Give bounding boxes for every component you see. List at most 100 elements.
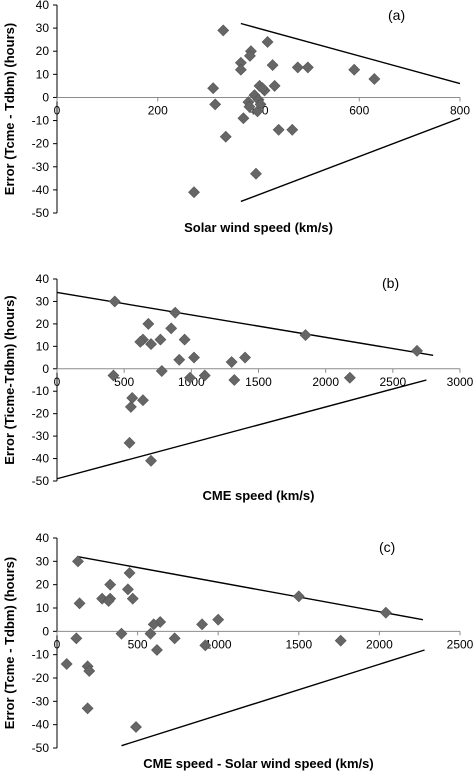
data-point [73, 597, 86, 610]
y-tick-label: 0 [42, 362, 49, 376]
data-point [286, 123, 299, 136]
data-point [151, 644, 163, 656]
data-point [169, 306, 182, 319]
data-point [188, 186, 200, 199]
data-point [70, 632, 83, 645]
x-tick-label: 1000 [205, 637, 232, 651]
y-tick-label: 10 [36, 339, 50, 353]
data-point [244, 49, 256, 62]
chart-panel-b: 403020100-10-20-30-40-500500100015002000… [0, 258, 474, 516]
chart-panel-c: 40 30 20 10 0 -10 -20 -30 -40 -50 0 500 1000 1500 2000… [0, 516, 474, 772]
y-tick-label: -50 [32, 474, 50, 488]
y-tick-label: -40 [32, 452, 50, 466]
data-point [212, 613, 225, 626]
x-tick-label: 2000 [366, 637, 393, 651]
data-point [256, 82, 269, 95]
data-point [228, 374, 241, 386]
data-point [291, 61, 304, 74]
y-tick-label: -10 [32, 384, 50, 398]
y-tick-label: -40 [32, 183, 50, 197]
data-point [122, 583, 134, 596]
y-tick-label: 30 [36, 294, 50, 308]
data-point [299, 329, 312, 342]
data-point [209, 98, 222, 111]
y-tick-label: 40 [36, 0, 50, 12]
data-point [155, 365, 168, 377]
data-point [108, 295, 121, 308]
data-point [217, 24, 230, 37]
data-point [145, 338, 157, 351]
x-tick-label: 2500 [447, 637, 474, 651]
data-point [272, 123, 285, 136]
x-tick-label: 200 [148, 103, 168, 117]
y-axis-title: Error (Tcme - Tdbm) (hours) [2, 557, 17, 729]
y-tick-label: -20 [32, 407, 50, 421]
trend-line-lower [240, 117, 461, 203]
data-point [107, 369, 120, 382]
data-point [104, 578, 117, 591]
data-point [130, 721, 142, 733]
y-tick-label: 20 [36, 578, 50, 592]
data-point [234, 63, 247, 76]
data-point [124, 401, 137, 413]
data-point [147, 618, 160, 631]
data-point [268, 79, 281, 92]
data-point [126, 592, 139, 605]
y-tick-label: -50 [32, 206, 50, 220]
data-point [334, 634, 347, 647]
trend-line-lower [56, 379, 427, 480]
data-point [343, 371, 356, 384]
y-tick-label: -30 [32, 160, 50, 174]
data-point [239, 351, 251, 364]
x-tick-label: 0 [54, 637, 61, 651]
data-point [219, 130, 232, 143]
data-point [368, 73, 381, 85]
x-axis-title: CME speed - Solar wind speed (km/s) [143, 756, 373, 771]
scatter-chart-b: 403020100-10-20-30-40-500500100015002000… [2, 272, 474, 503]
trend-line-lower [121, 649, 425, 747]
scatter-chart-c: 40 30 20 10 0 -10 -20 -30 -40 -50 0 500 1000 1500 2000… [2, 531, 474, 771]
y-tick-label: 20 [36, 44, 50, 58]
data-point [165, 322, 178, 335]
y-tick-label: -20 [32, 671, 50, 685]
data-point [123, 436, 136, 449]
data-point [60, 658, 73, 670]
trend-line-upper [77, 555, 424, 621]
data-point [196, 618, 209, 631]
chart-panel-a: 403020100-10-20-30-40-500200400600800(a)… [0, 0, 474, 258]
y-tick-label: 10 [36, 67, 50, 81]
y-tick-label: 20 [36, 317, 50, 331]
data-point [81, 702, 94, 715]
y-tick-label: 0 [42, 90, 49, 104]
x-axis-title: CME speed (km/s) [203, 488, 315, 503]
y-tick-label: 10 [36, 601, 50, 615]
x-tick-label: 600 [349, 103, 369, 117]
y-tick-label: -30 [32, 429, 50, 443]
y-tick-label: -30 [32, 694, 50, 708]
data-point [123, 567, 136, 579]
data-point [188, 351, 200, 364]
x-tick-label: 0 [54, 375, 61, 389]
x-tick-label: 1500 [285, 637, 312, 651]
data-point [261, 36, 274, 48]
data-point [134, 335, 147, 348]
y-tick-label: 30 [36, 554, 50, 568]
y-tick-label: 40 [36, 531, 50, 545]
data-point [126, 392, 139, 404]
x-tick-label: 500 [128, 637, 148, 651]
data-point [266, 59, 279, 72]
x-tick-label: 0 [54, 103, 61, 117]
data-point [115, 627, 128, 640]
data-point [184, 371, 196, 384]
scatter-chart-a: 403020100-10-20-30-40-500200400600800(a)… [2, 0, 470, 235]
y-tick-label: -50 [32, 741, 50, 755]
data-point [250, 167, 262, 180]
trend-line-upper [240, 22, 461, 85]
y-tick-label: -20 [32, 137, 50, 151]
data-point [178, 333, 191, 346]
data-point [237, 112, 250, 125]
x-axis-title: Solar wind speed (km/s) [184, 220, 333, 235]
x-tick-label: 2500 [379, 375, 406, 389]
data-point [168, 632, 181, 645]
data-point [243, 100, 256, 113]
